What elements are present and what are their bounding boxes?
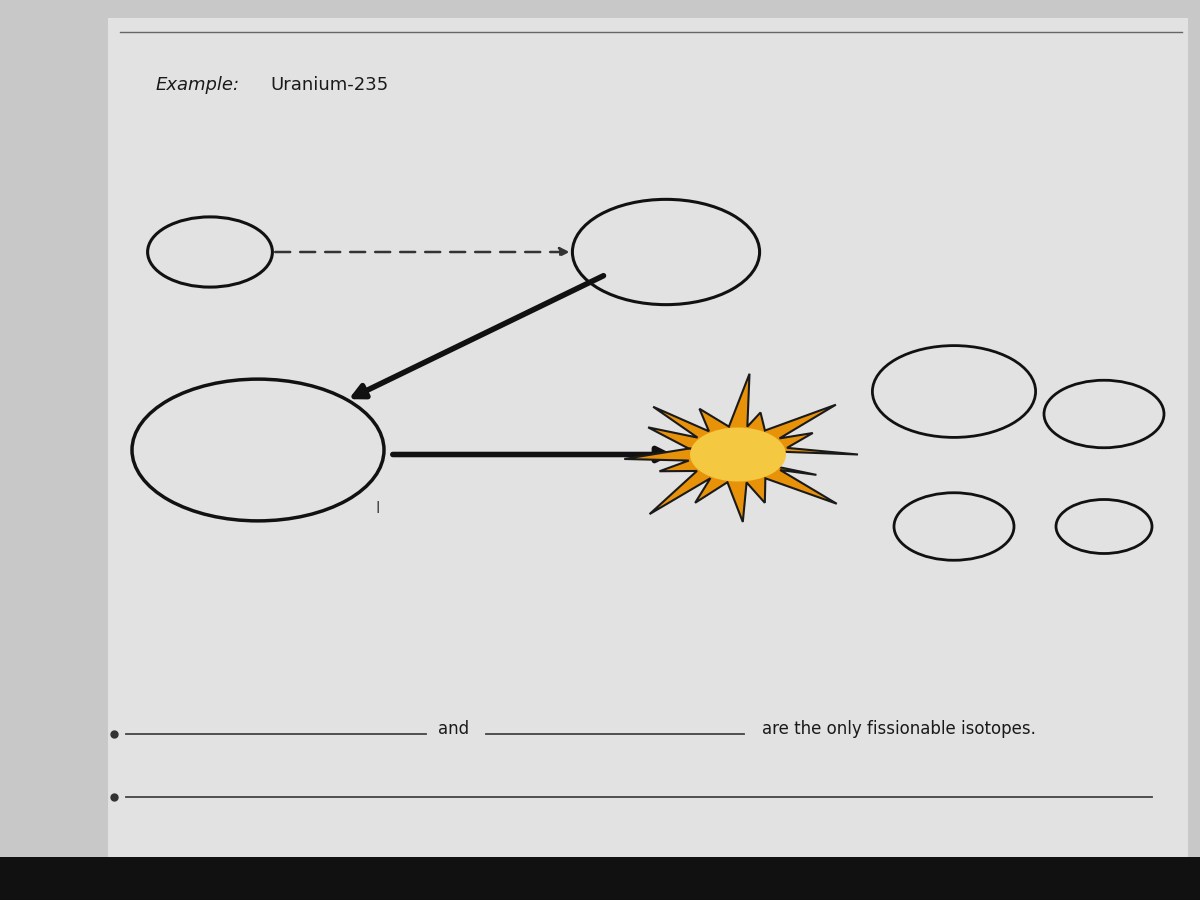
Text: Example:: Example:: [156, 76, 240, 94]
Text: Uranium-235: Uranium-235: [270, 76, 389, 94]
Text: I: I: [376, 501, 380, 516]
Ellipse shape: [690, 428, 786, 482]
Text: are the only fissionable isotopes.: are the only fissionable isotopes.: [762, 720, 1036, 738]
Bar: [0, 857, 1200, 900]
Text: and: and: [438, 720, 469, 738]
Polygon shape: [624, 374, 858, 522]
